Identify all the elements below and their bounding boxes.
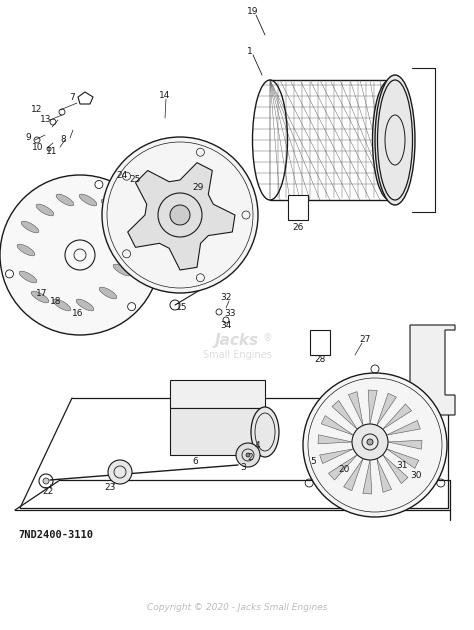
Polygon shape [387, 420, 420, 435]
Text: 29: 29 [192, 183, 204, 193]
Text: 16: 16 [72, 309, 84, 318]
Ellipse shape [17, 244, 35, 256]
Text: ®: ® [263, 333, 273, 343]
Ellipse shape [101, 199, 119, 211]
Text: 25: 25 [129, 176, 141, 185]
Text: 10: 10 [32, 144, 44, 152]
Ellipse shape [53, 299, 71, 311]
Circle shape [128, 302, 136, 311]
Ellipse shape [373, 80, 408, 200]
Polygon shape [170, 380, 265, 408]
Text: Small Engines: Small Engines [202, 350, 272, 360]
Ellipse shape [31, 291, 49, 303]
Polygon shape [328, 455, 357, 480]
Text: 18: 18 [50, 297, 62, 307]
Text: 8: 8 [60, 135, 66, 144]
Ellipse shape [251, 407, 279, 457]
Polygon shape [387, 449, 419, 468]
Polygon shape [388, 440, 422, 449]
Text: 28: 28 [314, 355, 326, 365]
Polygon shape [383, 404, 411, 429]
Circle shape [0, 175, 160, 335]
Text: Jacks: Jacks [215, 333, 259, 348]
Ellipse shape [99, 287, 117, 299]
Text: 20: 20 [338, 466, 350, 474]
Ellipse shape [119, 239, 137, 251]
Polygon shape [321, 416, 354, 435]
Text: 2: 2 [247, 452, 253, 462]
Circle shape [246, 453, 250, 457]
Circle shape [102, 137, 258, 293]
Polygon shape [128, 163, 235, 270]
Ellipse shape [21, 221, 39, 233]
Circle shape [170, 205, 190, 225]
Text: 30: 30 [410, 471, 422, 479]
Text: 23: 23 [104, 483, 116, 493]
Polygon shape [348, 392, 363, 425]
Ellipse shape [56, 194, 74, 206]
Circle shape [236, 443, 260, 467]
Ellipse shape [113, 264, 131, 276]
Polygon shape [344, 459, 363, 491]
Text: 6: 6 [192, 457, 198, 466]
Text: Copyright © 2020 - Jacks Small Engines: Copyright © 2020 - Jacks Small Engines [147, 604, 327, 612]
Polygon shape [377, 393, 396, 425]
Circle shape [303, 373, 447, 517]
Polygon shape [310, 330, 330, 355]
Ellipse shape [375, 75, 415, 205]
Text: 5: 5 [310, 457, 316, 466]
Text: 32: 32 [220, 294, 232, 302]
Text: 11: 11 [46, 147, 58, 156]
Circle shape [108, 460, 132, 484]
Text: 4: 4 [254, 442, 260, 450]
Polygon shape [383, 455, 408, 484]
Text: 19: 19 [247, 8, 259, 16]
Text: 7: 7 [69, 93, 75, 103]
Circle shape [367, 439, 373, 445]
Ellipse shape [19, 271, 37, 283]
Polygon shape [368, 390, 377, 424]
Ellipse shape [36, 204, 54, 216]
Circle shape [43, 478, 49, 484]
Circle shape [352, 424, 388, 460]
Ellipse shape [116, 214, 134, 226]
Circle shape [95, 180, 103, 188]
Polygon shape [332, 401, 357, 429]
Polygon shape [318, 435, 352, 444]
Text: 7ND2400-3110: 7ND2400-3110 [18, 530, 93, 540]
Polygon shape [377, 459, 392, 492]
Text: 31: 31 [396, 461, 408, 469]
Ellipse shape [76, 299, 94, 311]
Text: 12: 12 [31, 105, 43, 115]
Circle shape [6, 270, 13, 278]
Polygon shape [410, 325, 455, 415]
Text: 14: 14 [159, 91, 171, 100]
Text: 26: 26 [292, 224, 304, 232]
Text: 22: 22 [42, 488, 54, 496]
Text: 3: 3 [240, 464, 246, 472]
Text: 1: 1 [247, 47, 253, 57]
Polygon shape [319, 449, 354, 464]
Text: 34: 34 [220, 321, 232, 331]
Text: 17: 17 [36, 289, 48, 297]
Polygon shape [363, 460, 372, 494]
Text: 24: 24 [117, 171, 128, 180]
Text: 33: 33 [224, 309, 236, 318]
Text: 27: 27 [359, 336, 371, 345]
Polygon shape [170, 408, 265, 455]
Polygon shape [288, 195, 308, 220]
Text: 9: 9 [25, 134, 31, 142]
Text: 13: 13 [40, 115, 52, 125]
Text: 15: 15 [176, 304, 188, 312]
Ellipse shape [79, 194, 97, 206]
